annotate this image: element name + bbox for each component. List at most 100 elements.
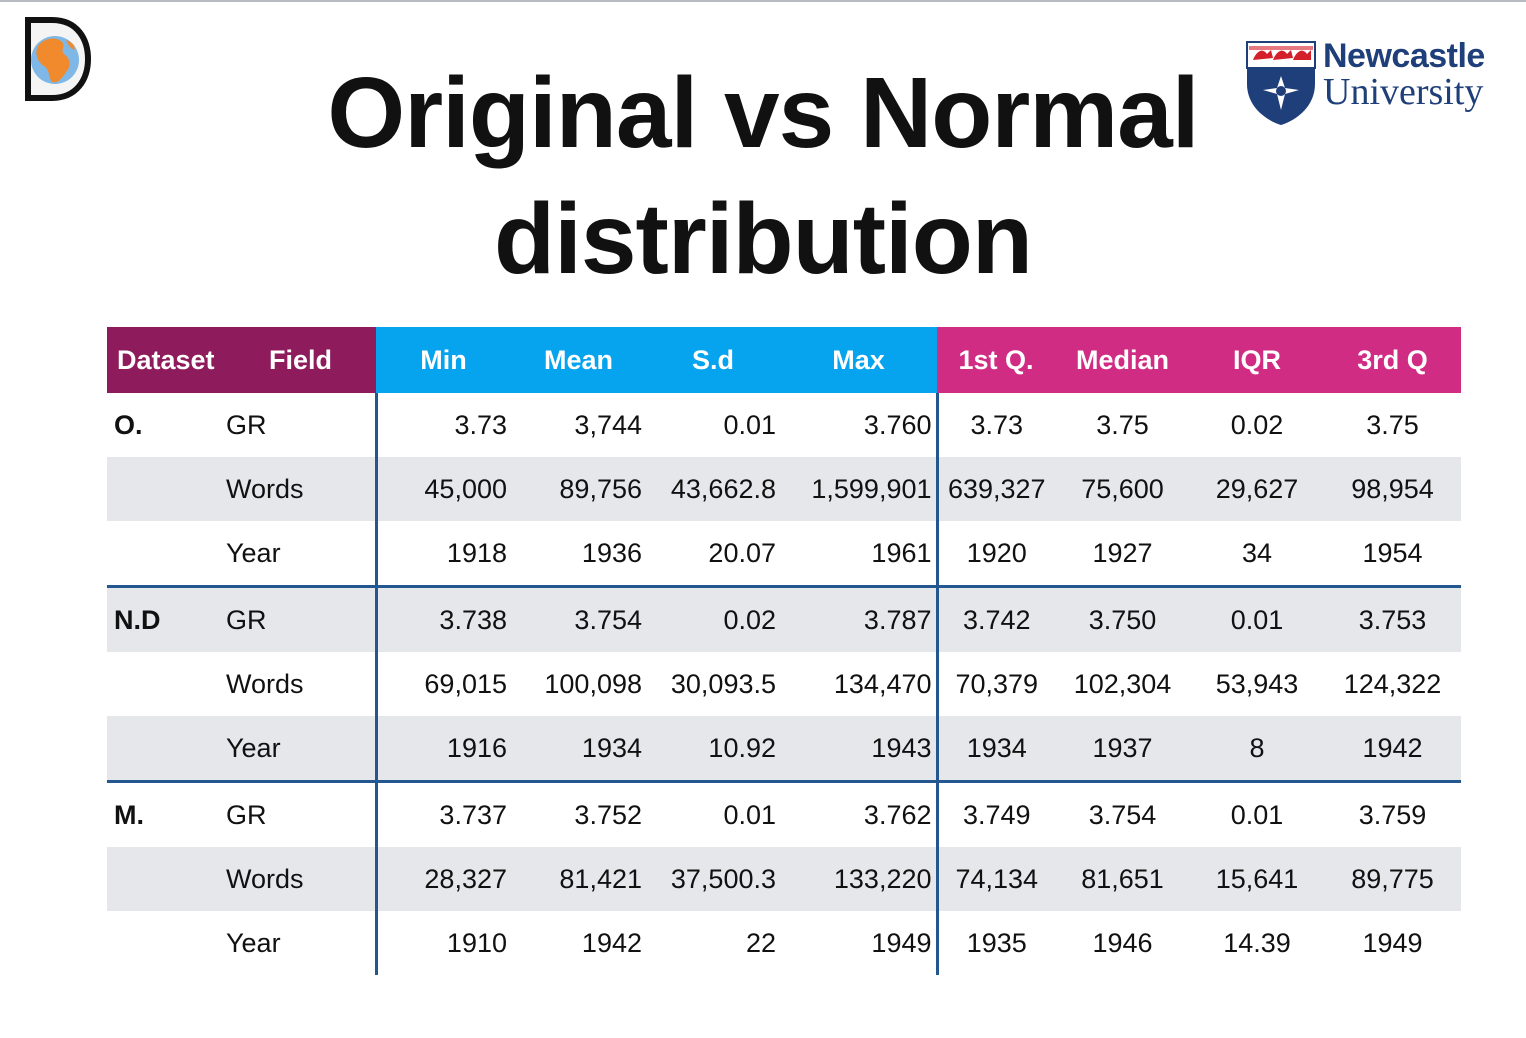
cell-max: 1961 (780, 521, 937, 588)
cell-dataset (107, 457, 225, 521)
cell-field: Words (225, 652, 376, 716)
cell-iqr: 29,627 (1190, 457, 1324, 521)
cell-min: 1918 (374, 521, 511, 588)
header-iqr: IQR (1190, 327, 1324, 393)
header-median: Median (1055, 327, 1190, 393)
cell-iqr: 0.02 (1190, 393, 1324, 457)
cell-mean: 1942 (511, 911, 646, 975)
statistics-table: Dataset Field Min Mean S.d Max 1st Q. Me… (107, 327, 1461, 975)
cell-dataset (107, 521, 225, 588)
cell-sd: 0.01 (646, 393, 780, 457)
cell-dataset: O. (107, 393, 225, 457)
cell-field: GR (225, 781, 376, 847)
table-row: N.D GR 3.738 3.754 0.02 3.787 3.742 3.75… (107, 586, 1461, 652)
table-row: Words 28,327 81,421 37,500.3 133,220 74,… (107, 847, 1461, 911)
cell-1st-quartile: 3.73 (935, 393, 1055, 457)
cell-dataset (107, 652, 225, 716)
globe-d-logo-icon (25, 17, 92, 101)
cell-median: 81,651 (1055, 847, 1190, 911)
header-field: Field (225, 327, 376, 393)
cell-median: 1937 (1055, 716, 1190, 783)
cell-min: 1916 (374, 716, 511, 783)
cell-iqr: 14.39 (1190, 911, 1324, 975)
table-row: Year 1916 1934 10.92 1943 1934 1937 8 19… (107, 716, 1461, 783)
cell-sd: 22 (646, 911, 780, 975)
title-line-2: distribution (494, 183, 1033, 295)
cell-field: GR (225, 586, 376, 652)
cell-iqr: 34 (1190, 521, 1324, 588)
cell-3rd-quartile: 98,954 (1324, 457, 1461, 521)
cell-mean: 3.754 (511, 586, 646, 652)
page-title: Original vs Normal distribution (263, 50, 1263, 302)
cell-sd: 43,662.8 (646, 457, 780, 521)
cell-dataset (107, 847, 225, 911)
cell-iqr: 0.01 (1190, 586, 1324, 652)
cell-max: 1,599,901 (780, 457, 937, 521)
cell-dataset: M. (107, 781, 225, 847)
cell-mean: 3,744 (511, 393, 646, 457)
cell-iqr: 8 (1190, 716, 1324, 783)
title-line-1: Original vs Normal (327, 57, 1199, 169)
cell-median: 1946 (1055, 911, 1190, 975)
cell-dataset: N.D (107, 586, 225, 652)
header-1st-quartile: 1st Q. (937, 327, 1055, 393)
cell-3rd-quartile: 3.75 (1324, 393, 1461, 457)
cell-3rd-quartile: 1954 (1324, 521, 1461, 588)
cell-min: 3.737 (374, 781, 511, 847)
cell-max: 3.762 (780, 781, 937, 847)
top-border (0, 0, 1526, 2)
cell-1st-quartile: 1920 (935, 521, 1055, 588)
cell-1st-quartile: 1934 (935, 716, 1055, 783)
cell-3rd-quartile: 124,322 (1324, 652, 1461, 716)
cell-min: 69,015 (374, 652, 511, 716)
cell-mean: 3.752 (511, 781, 646, 847)
cell-min: 28,327 (374, 847, 511, 911)
cell-3rd-quartile: 3.753 (1324, 586, 1461, 652)
cell-mean: 1936 (511, 521, 646, 588)
cell-sd: 10.92 (646, 716, 780, 783)
cell-mean: 89,756 (511, 457, 646, 521)
cell-field: Words (225, 457, 376, 521)
cell-max: 133,220 (780, 847, 937, 911)
header-sd: S.d (646, 327, 780, 393)
cell-3rd-quartile: 89,775 (1324, 847, 1461, 911)
cell-iqr: 53,943 (1190, 652, 1324, 716)
cell-1st-quartile: 3.742 (935, 586, 1055, 652)
cell-min: 1910 (374, 911, 511, 975)
table-row: Words 45,000 89,756 43,662.8 1,599,901 6… (107, 457, 1461, 521)
cell-sd: 30,093.5 (646, 652, 780, 716)
table-row: Year 1910 1942 22 1949 1935 1946 14.39 1… (107, 911, 1461, 975)
cell-dataset (107, 911, 225, 975)
table-header-row: Dataset Field Min Mean S.d Max 1st Q. Me… (107, 327, 1461, 393)
cell-min: 3.73 (374, 393, 511, 457)
university-logo: Newcastle University (1245, 38, 1507, 128)
cell-mean: 81,421 (511, 847, 646, 911)
cell-field: Year (225, 716, 376, 783)
university-shield-icon (1246, 41, 1316, 125)
header-dataset: Dataset (107, 327, 225, 393)
cell-median: 3.754 (1055, 781, 1190, 847)
cell-1st-quartile: 74,134 (935, 847, 1055, 911)
cell-median: 1927 (1055, 521, 1190, 588)
cell-sd: 0.02 (646, 586, 780, 652)
cell-sd: 20.07 (646, 521, 780, 588)
cell-max: 1949 (780, 911, 937, 975)
cell-1st-quartile: 70,379 (935, 652, 1055, 716)
cell-min: 45,000 (374, 457, 511, 521)
table-row: O. GR 3.73 3,744 0.01 3.760 3.73 3.75 0.… (107, 393, 1461, 457)
cell-dataset (107, 716, 225, 783)
university-name-line-2: University (1323, 71, 1484, 113)
cell-1st-quartile: 639,327 (935, 457, 1055, 521)
cell-median: 3.75 (1055, 393, 1190, 457)
cell-1st-quartile: 3.749 (935, 781, 1055, 847)
cell-median: 75,600 (1055, 457, 1190, 521)
table-row: M. GR 3.737 3.752 0.01 3.762 3.749 3.754… (107, 781, 1461, 847)
cell-sd: 37,500.3 (646, 847, 780, 911)
cell-min: 3.738 (374, 586, 511, 652)
cell-max: 134,470 (780, 652, 937, 716)
header-min: Min (376, 327, 511, 393)
cell-sd: 0.01 (646, 781, 780, 847)
cell-1st-quartile: 1935 (935, 911, 1055, 975)
cell-max: 3.787 (780, 586, 937, 652)
cell-field: GR (225, 393, 376, 457)
